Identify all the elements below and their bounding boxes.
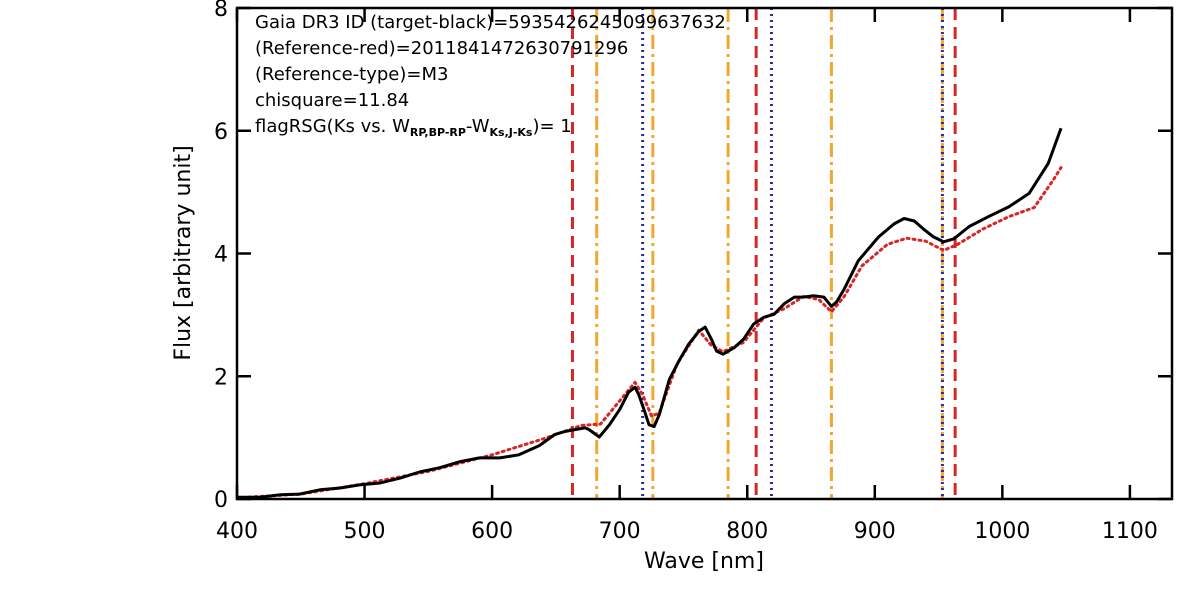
annotation: Gaia DR3 ID (target-black)=5935426245099…	[255, 12, 726, 33]
annotation: (Reference-type)=M3	[255, 64, 448, 85]
flag-annotation-part: RP,BP-RP	[410, 126, 466, 139]
flag-annotation-part: -W	[466, 116, 490, 137]
x-tick-label: 400	[216, 519, 258, 544]
y-tick-label: 0	[214, 488, 228, 513]
x-tick-label: 1000	[974, 519, 1030, 544]
annotation: chisquare=11.84	[255, 90, 409, 111]
plot-area	[237, 8, 1063, 499]
x-tick-label: 700	[599, 519, 641, 544]
x-tick-label: 600	[471, 519, 513, 544]
spectrum-line	[237, 166, 1063, 499]
x-tick-label: 500	[344, 519, 386, 544]
flag-annotation: flagRSG(Ks vs. WRP,BP-RP-WKs,J-Ks)= 1	[255, 116, 572, 139]
x-tick-label: 1100	[1102, 519, 1158, 544]
x-tick-label: 900	[854, 519, 896, 544]
y-tick-label: 6	[214, 120, 228, 145]
spectrum-line	[237, 127, 1063, 499]
x-axis-label: Wave [nm]	[644, 549, 764, 574]
y-tick-label: 4	[214, 243, 228, 268]
flag-annotation-part: )= 1	[532, 116, 571, 137]
y-tick-label: 2	[214, 365, 228, 390]
flag-annotation-part: Ks,J-Ks	[490, 126, 533, 139]
y-axis-label: Flux [arbitrary unit]	[171, 145, 196, 360]
flag-annotation-part: flagRSG(Ks vs. W	[255, 116, 410, 137]
annotation: (Reference-red)=2011841472630791296	[255, 38, 628, 59]
y-tick-label: 8	[214, 0, 228, 22]
x-tick-label: 800	[726, 519, 768, 544]
